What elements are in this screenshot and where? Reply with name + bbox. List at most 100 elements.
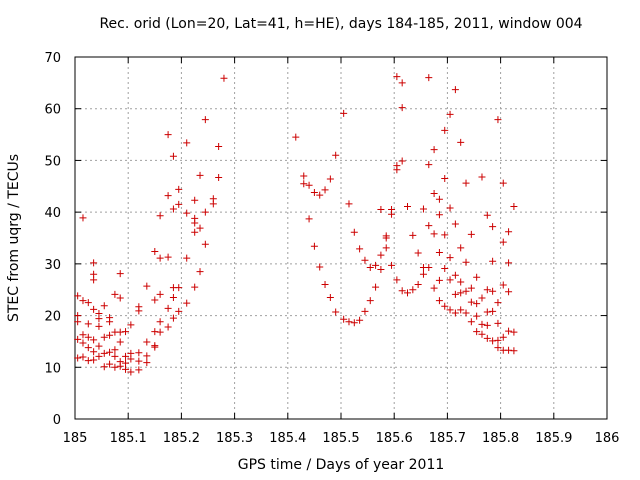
data-point bbox=[366, 297, 374, 305]
data-point bbox=[505, 327, 513, 335]
data-point bbox=[473, 312, 481, 320]
data-point bbox=[510, 347, 518, 355]
data-point bbox=[419, 270, 427, 278]
data-point bbox=[169, 152, 177, 160]
data-point bbox=[457, 278, 465, 286]
x-tick-label: 185.7 bbox=[429, 431, 466, 446]
data-point bbox=[175, 284, 183, 292]
data-point bbox=[326, 293, 334, 301]
data-point bbox=[499, 179, 507, 187]
data-point bbox=[300, 172, 308, 180]
data-point bbox=[404, 289, 411, 297]
data-point bbox=[478, 330, 486, 338]
data-point bbox=[164, 131, 172, 139]
data-point bbox=[316, 191, 324, 199]
data-point bbox=[398, 79, 406, 87]
data-point bbox=[164, 253, 172, 261]
data-point bbox=[393, 73, 401, 81]
data-point bbox=[388, 261, 396, 269]
data-point bbox=[505, 346, 513, 354]
data-point bbox=[321, 186, 329, 194]
y-tick-label: 10 bbox=[44, 361, 61, 376]
x-tick-labels: 185 185.1 185.2 185.3 185.4 185.5 185.6 185.7 18… bbox=[63, 431, 620, 446]
data-point bbox=[90, 305, 98, 313]
data-point bbox=[451, 220, 459, 228]
data-point bbox=[467, 318, 475, 326]
data-point bbox=[505, 228, 513, 236]
data-point bbox=[90, 348, 98, 356]
data-point bbox=[135, 366, 143, 374]
data-point bbox=[382, 244, 390, 252]
data-point bbox=[404, 202, 411, 210]
data-point bbox=[95, 322, 103, 330]
data-point bbox=[106, 331, 114, 339]
data-point bbox=[451, 86, 459, 94]
data-point bbox=[425, 74, 433, 82]
data-point bbox=[451, 290, 459, 298]
data-point bbox=[175, 200, 183, 208]
x-tick-label: 185 bbox=[63, 431, 88, 446]
data-point bbox=[494, 116, 502, 124]
data-point bbox=[414, 281, 422, 289]
data-point bbox=[441, 302, 449, 310]
x-tick-label: 186 bbox=[595, 431, 620, 446]
data-point bbox=[164, 192, 172, 200]
data-point bbox=[74, 318, 82, 326]
data-point bbox=[143, 338, 151, 346]
data-point bbox=[483, 211, 491, 219]
data-point bbox=[116, 358, 124, 366]
data-point bbox=[332, 308, 340, 316]
data-point bbox=[430, 284, 438, 292]
data-point bbox=[435, 211, 443, 219]
data-point bbox=[345, 200, 353, 208]
data-point bbox=[191, 283, 199, 291]
data-points bbox=[74, 73, 518, 376]
data-point bbox=[201, 240, 209, 248]
data-point bbox=[435, 276, 443, 284]
data-point bbox=[135, 349, 143, 357]
data-point bbox=[398, 287, 406, 295]
data-point bbox=[483, 321, 491, 329]
data-point bbox=[457, 306, 465, 314]
data-point bbox=[111, 346, 119, 354]
data-point bbox=[151, 328, 159, 336]
data-point bbox=[435, 195, 443, 203]
data-point bbox=[494, 344, 502, 352]
data-point bbox=[510, 328, 518, 336]
data-point bbox=[305, 215, 313, 223]
data-point bbox=[305, 181, 313, 189]
data-point bbox=[151, 342, 159, 350]
data-point bbox=[393, 276, 401, 284]
data-point bbox=[143, 359, 151, 367]
data-point bbox=[473, 300, 481, 308]
data-point bbox=[425, 161, 433, 169]
data-point bbox=[446, 204, 454, 212]
data-point bbox=[90, 356, 98, 364]
data-point bbox=[100, 302, 108, 310]
data-point bbox=[457, 138, 465, 146]
data-point bbox=[79, 353, 87, 361]
y-tick-label: 40 bbox=[44, 206, 61, 221]
data-point bbox=[499, 238, 507, 246]
data-point bbox=[441, 126, 449, 134]
data-point bbox=[494, 336, 502, 344]
data-point bbox=[116, 270, 124, 278]
data-point bbox=[356, 316, 364, 324]
data-point bbox=[196, 171, 204, 179]
data-point bbox=[425, 222, 433, 230]
data-point bbox=[499, 333, 507, 341]
data-point bbox=[95, 342, 103, 350]
data-point bbox=[74, 312, 82, 320]
data-point bbox=[164, 323, 172, 331]
data-point bbox=[467, 230, 475, 238]
y-tick-label: 0 bbox=[53, 413, 61, 428]
x-tick-label: 185.1 bbox=[110, 431, 147, 446]
data-point bbox=[74, 292, 82, 300]
data-point bbox=[478, 294, 486, 302]
x-tick-label: 185.2 bbox=[163, 431, 200, 446]
data-point bbox=[505, 288, 513, 296]
data-point bbox=[505, 259, 513, 267]
data-point bbox=[377, 251, 385, 259]
data-point bbox=[100, 363, 108, 371]
